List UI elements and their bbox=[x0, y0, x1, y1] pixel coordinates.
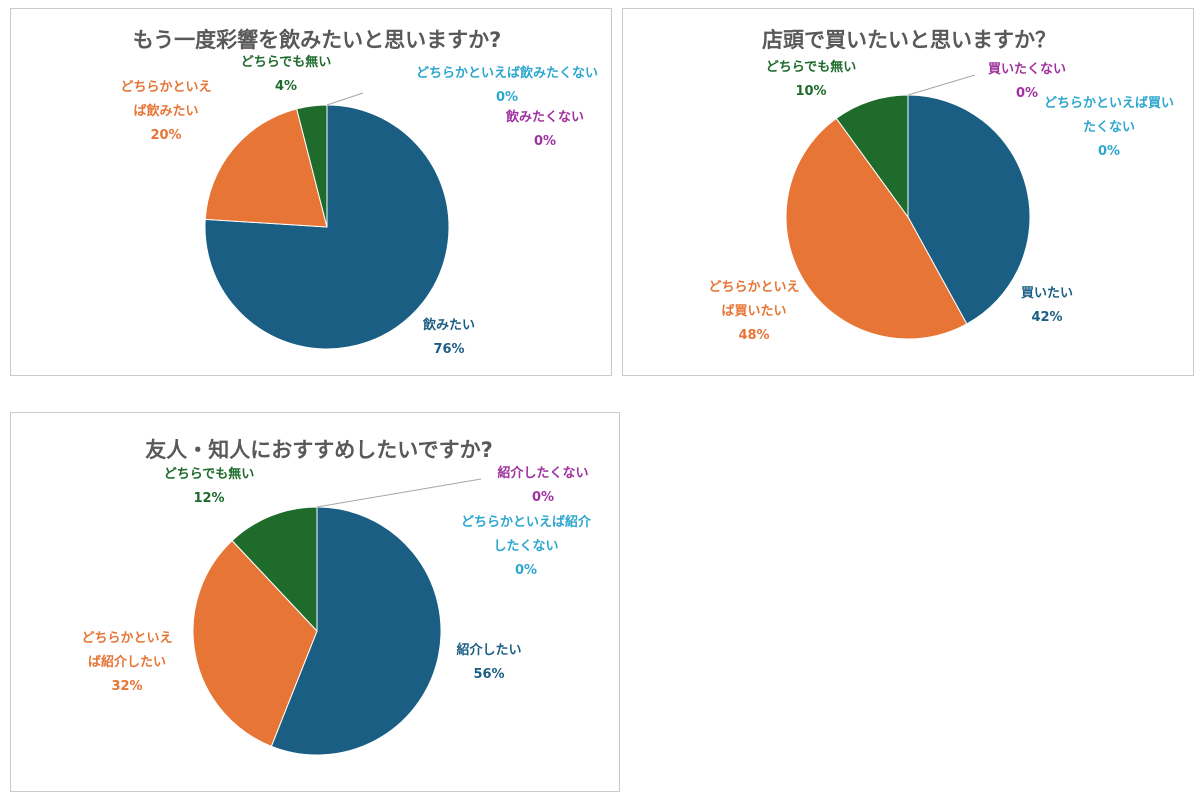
label-somewhat-no: どちらかといえば飲みたくない bbox=[416, 65, 598, 81]
label-somewhat-yes: ば飲みたい bbox=[133, 103, 198, 119]
label-no: 紹介したくない bbox=[497, 465, 588, 481]
leader-line bbox=[326, 92, 364, 106]
label-somewhat-no: どちらかといえば買い bbox=[1044, 96, 1174, 111]
chart-title: 店頭で買いたいと思いますか？ bbox=[762, 28, 1056, 52]
label-somewhat-no: たくない bbox=[1083, 120, 1135, 135]
label-neutral-percent: 10% bbox=[795, 84, 826, 99]
label-no-percent: 0% bbox=[534, 134, 556, 149]
slice-somewhat-yes bbox=[192, 539, 318, 747]
slice-yes bbox=[907, 94, 1031, 325]
label-somewhat-yes-percent: 20% bbox=[150, 128, 181, 143]
label-no-percent: 0% bbox=[532, 490, 554, 505]
label-somewhat-yes-percent: 32% bbox=[111, 679, 142, 694]
slice-somewhat-yes bbox=[204, 108, 328, 228]
label-neutral: どちらでも無い bbox=[766, 59, 857, 75]
slice-yes bbox=[270, 506, 442, 756]
label-yes: 買いたい bbox=[1021, 286, 1073, 301]
label-somewhat-no-percent: 0% bbox=[515, 563, 537, 578]
label-neutral: どちらでも無い bbox=[164, 466, 255, 482]
label-yes-percent: 76% bbox=[433, 342, 464, 357]
label-yes-percent: 56% bbox=[473, 667, 504, 682]
pie-slices bbox=[192, 478, 482, 756]
label-yes: 飲みたい bbox=[422, 317, 475, 333]
label-somewhat-no-percent: 0% bbox=[496, 90, 518, 105]
chart-panel-drink-again: もう一度彩響を飲みたいと思いますか? 飲みたい 76% どちらかといえ ば飲みたい 20… bbox=[10, 8, 612, 376]
slice-somewhat-yes bbox=[785, 117, 968, 340]
label-no-percent: 0% bbox=[1016, 86, 1038, 101]
label-somewhat-yes-percent: 48% bbox=[738, 328, 769, 343]
chart-panel-recommend: 友人・知人におすすめしたいですか? 紹介したい 56% どちらかといえ ば紹介したい 3… bbox=[10, 412, 620, 792]
label-yes-percent: 42% bbox=[1031, 310, 1062, 325]
chart-title: 友人・知人におすすめしたいですか? bbox=[145, 438, 493, 462]
label-somewhat-no: どちらかといえば紹介 bbox=[461, 514, 592, 530]
label-somewhat-yes: ば紹介したい bbox=[88, 654, 166, 670]
slice-neutral bbox=[296, 104, 328, 228]
slice-neutral bbox=[835, 94, 909, 219]
chart-panel-buy-in-store: 店頭で買いたいと思いますか？ 買いたい 42% どちらかといえ ば買いたい 48% どちら… bbox=[622, 8, 1194, 376]
label-somewhat-yes: どちらかといえ bbox=[708, 280, 799, 295]
label-no: 買いたくない bbox=[988, 62, 1066, 77]
label-neutral-percent: 12% bbox=[193, 491, 224, 506]
label-somewhat-yes: ば買いたい bbox=[721, 304, 786, 319]
leader-line bbox=[907, 74, 976, 96]
label-somewhat-yes: どちらかといえ bbox=[81, 631, 172, 646]
leader-line bbox=[316, 478, 482, 508]
label-no: 飲みたくない bbox=[505, 109, 584, 125]
slice-neutral bbox=[231, 506, 318, 633]
label-neutral-percent: 4% bbox=[275, 79, 297, 94]
label-neutral: どちらでも無い bbox=[241, 54, 332, 70]
label-somewhat-no: したくない bbox=[493, 539, 558, 554]
label-somewhat-no-percent: 0% bbox=[1098, 144, 1120, 159]
pie-slices bbox=[204, 92, 450, 350]
label-somewhat-yes: どちらかといえ bbox=[120, 80, 211, 95]
label-yes: 紹介したい bbox=[456, 642, 521, 658]
chart-title: もう一度彩響を飲みたいと思いますか? bbox=[133, 28, 502, 52]
pie-slices bbox=[785, 74, 1031, 340]
